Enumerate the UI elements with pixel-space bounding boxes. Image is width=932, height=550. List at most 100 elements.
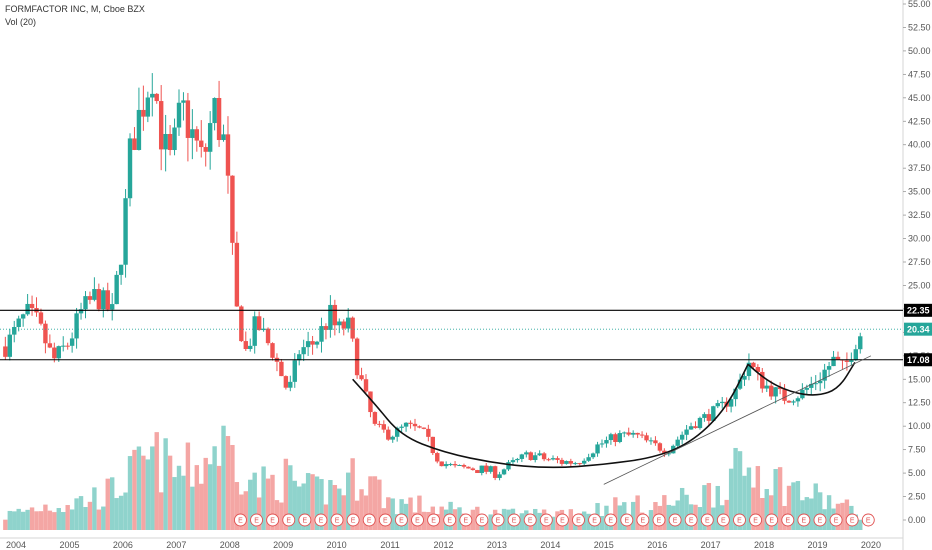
earnings-marker[interactable]: E (668, 513, 682, 527)
volume-bar (101, 506, 106, 530)
volume-bar (751, 487, 756, 530)
volume-bar (408, 497, 413, 530)
candle-body (212, 97, 217, 124)
candle-body (773, 387, 778, 397)
earnings-marker-label: E (673, 518, 678, 525)
volume-bar (804, 497, 810, 530)
volume-bar (337, 488, 342, 530)
earnings-marker[interactable]: E (475, 513, 489, 527)
earnings-marker[interactable]: E (378, 513, 392, 527)
earnings-marker[interactable]: E (733, 513, 746, 527)
earnings-marker[interactable]: E (459, 513, 473, 527)
candle-body (314, 341, 320, 345)
candle-body (564, 461, 569, 464)
earnings-marker[interactable]: E (233, 513, 247, 527)
candles (3, 73, 863, 481)
earnings-marker[interactable]: E (572, 513, 585, 527)
earnings-marker[interactable]: E (427, 513, 441, 527)
price-tick-label: 25.00 (908, 280, 931, 290)
earnings-marker[interactable]: E (507, 513, 521, 527)
price-tag (904, 353, 932, 367)
volume-bar (359, 489, 364, 530)
earnings-marker[interactable]: E (346, 513, 360, 527)
earnings-marker[interactable]: E (813, 513, 827, 527)
earnings-marker[interactable]: E (298, 513, 312, 527)
candle-body (279, 361, 284, 377)
volume-bar (662, 495, 667, 530)
volume-bar (185, 442, 191, 530)
earnings-marker-circle (266, 513, 280, 527)
volume-bar (87, 501, 93, 530)
earnings-marker[interactable]: E (684, 513, 698, 527)
earnings-marker[interactable]: E (555, 513, 569, 527)
candle-body (568, 461, 574, 464)
earnings-marker[interactable]: E (330, 513, 344, 527)
earnings-marker[interactable]: E (845, 513, 859, 527)
earnings-marker[interactable]: E (588, 513, 602, 527)
volume-bar (769, 495, 774, 530)
earnings-marker-label: E (689, 518, 694, 525)
earnings-marker[interactable]: E (765, 513, 779, 527)
candle-body (163, 134, 168, 150)
earnings-marker-circle (539, 513, 553, 527)
earnings-marker-label: E (351, 518, 356, 525)
earnings-marker[interactable]: E (523, 513, 537, 527)
candle-body (69, 338, 75, 346)
price-tick-label: 45.00 (908, 93, 931, 103)
earnings-marker[interactable]: E (781, 513, 795, 527)
candle-body (697, 417, 703, 429)
earnings-marker[interactable]: E (539, 513, 553, 527)
candle-body (83, 296, 88, 310)
volume-bar (630, 501, 636, 530)
earnings-marker-label: E (383, 518, 388, 525)
earnings-marker[interactable]: E (700, 513, 714, 527)
candle-body (127, 138, 133, 199)
candle-body (528, 452, 533, 460)
earnings-marker[interactable]: E (861, 513, 875, 527)
earnings-marker[interactable]: E (797, 513, 811, 527)
time-tick-label: 2009 (273, 540, 293, 550)
time-tick-label: 2004 (6, 540, 26, 550)
volume-bar (167, 455, 173, 530)
time-tick-label: 2013 (487, 540, 507, 550)
candle-body (826, 366, 832, 370)
earnings-marker[interactable]: E (282, 513, 296, 527)
earnings-marker[interactable]: E (362, 513, 376, 527)
candle-body (386, 429, 391, 440)
volume-bar (123, 492, 128, 530)
candle-body (782, 389, 787, 401)
volume-bar (363, 495, 369, 530)
candle-body (693, 426, 698, 429)
candle-body (381, 424, 387, 430)
volume-bar (635, 495, 640, 530)
earnings-marker[interactable]: E (829, 513, 843, 527)
candle-body (203, 147, 208, 152)
earnings-marker[interactable]: E (266, 513, 280, 527)
trendline-annotation (603, 355, 872, 485)
candle-body (844, 360, 850, 362)
earnings-marker[interactable]: E (636, 513, 650, 527)
earnings-marker-label: E (496, 518, 501, 525)
earnings-marker[interactable]: E (250, 513, 263, 527)
earnings-marker[interactable]: E (491, 513, 505, 527)
earnings-marker[interactable]: E (620, 513, 634, 527)
candle-body (305, 341, 311, 348)
candle-body (466, 466, 471, 469)
earnings-marker[interactable]: E (314, 513, 328, 527)
earnings-marker[interactable]: E (716, 513, 730, 527)
candle-body (475, 470, 480, 474)
earnings-marker[interactable]: E (604, 513, 618, 527)
candle-body (176, 102, 182, 128)
volume-bar (25, 509, 30, 530)
price-tick-label: 35.00 (908, 187, 931, 197)
earnings-marker-label: E (657, 518, 662, 525)
earnings-marker[interactable]: E (443, 513, 457, 527)
earnings-marker[interactable]: E (749, 513, 763, 527)
candle-body (630, 432, 636, 435)
earnings-marker-circle (765, 513, 779, 527)
candle-body (720, 401, 725, 404)
earnings-marker[interactable]: E (411, 513, 424, 527)
earnings-marker[interactable]: E (394, 513, 408, 527)
earnings-marker[interactable]: E (652, 513, 666, 527)
